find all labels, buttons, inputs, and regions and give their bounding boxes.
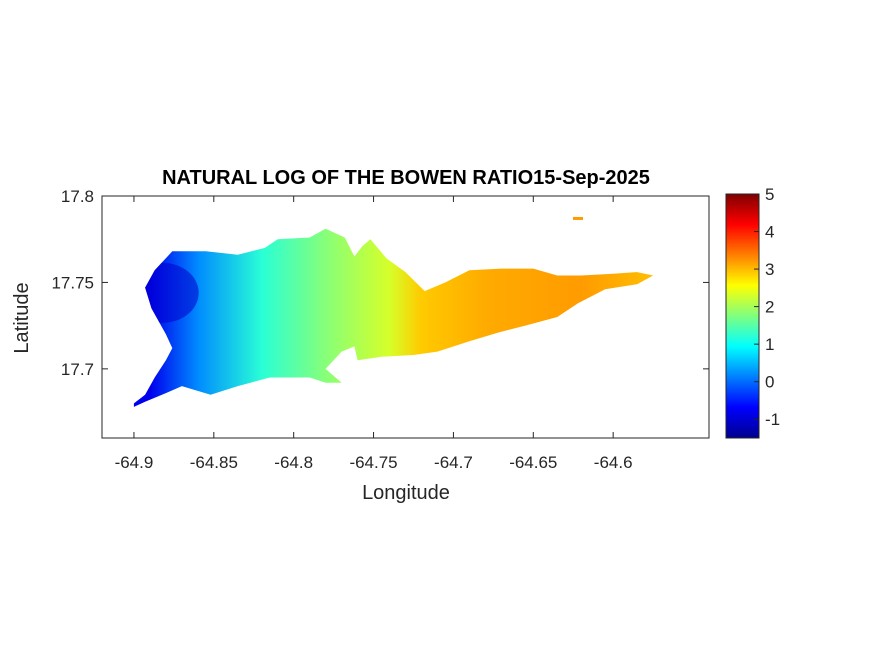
plot-area: -64.9 -64.85 -64.8 -64.75 -64.7 -64.65 -64.6 17… xyxy=(51,187,710,472)
axis-ticks: -64.9 -64.85 -64.8 -64.75 -64.7 -64.65 -64.6 17… xyxy=(51,187,709,472)
colorbar-tick-label: 2 xyxy=(765,298,774,317)
x-tick-label: -64.65 xyxy=(509,453,557,472)
x-axis-label: Longitude xyxy=(362,482,450,504)
colorbar-tick-label: 1 xyxy=(765,335,774,354)
colorbar-tick-label: 4 xyxy=(765,223,774,242)
colorbar-gradient xyxy=(725,193,760,439)
x-tick-label: -64.7 xyxy=(434,453,473,472)
colorbar-tick-label: 3 xyxy=(765,260,774,279)
small-island-patch xyxy=(573,216,584,220)
x-tick-label: -64.9 xyxy=(115,453,154,472)
chart-title: NATURAL LOG OF THE BOWEN RATIO15-Sep-202… xyxy=(162,167,650,189)
y-tick-label: 17.7 xyxy=(61,360,94,379)
x-tick-label: -64.85 xyxy=(190,453,238,472)
x-tick-label: -64.6 xyxy=(594,453,633,472)
colorbar-tick-label: -1 xyxy=(765,410,780,429)
y-tick-label: 17.8 xyxy=(61,187,94,206)
colorbar-tick-label: 0 xyxy=(765,373,774,392)
colorbar-tick-label: 5 xyxy=(765,185,774,204)
x-tick-label: -64.8 xyxy=(274,453,313,472)
y-axis-label: Latitude xyxy=(11,282,33,353)
x-tick-label: -64.75 xyxy=(349,453,397,472)
colorbar-ticks: -1 0 1 2 3 4 5 xyxy=(754,185,780,429)
colorbar: -1 0 1 2 3 4 5 xyxy=(725,185,780,439)
y-tick-label: 17.75 xyxy=(51,273,94,292)
